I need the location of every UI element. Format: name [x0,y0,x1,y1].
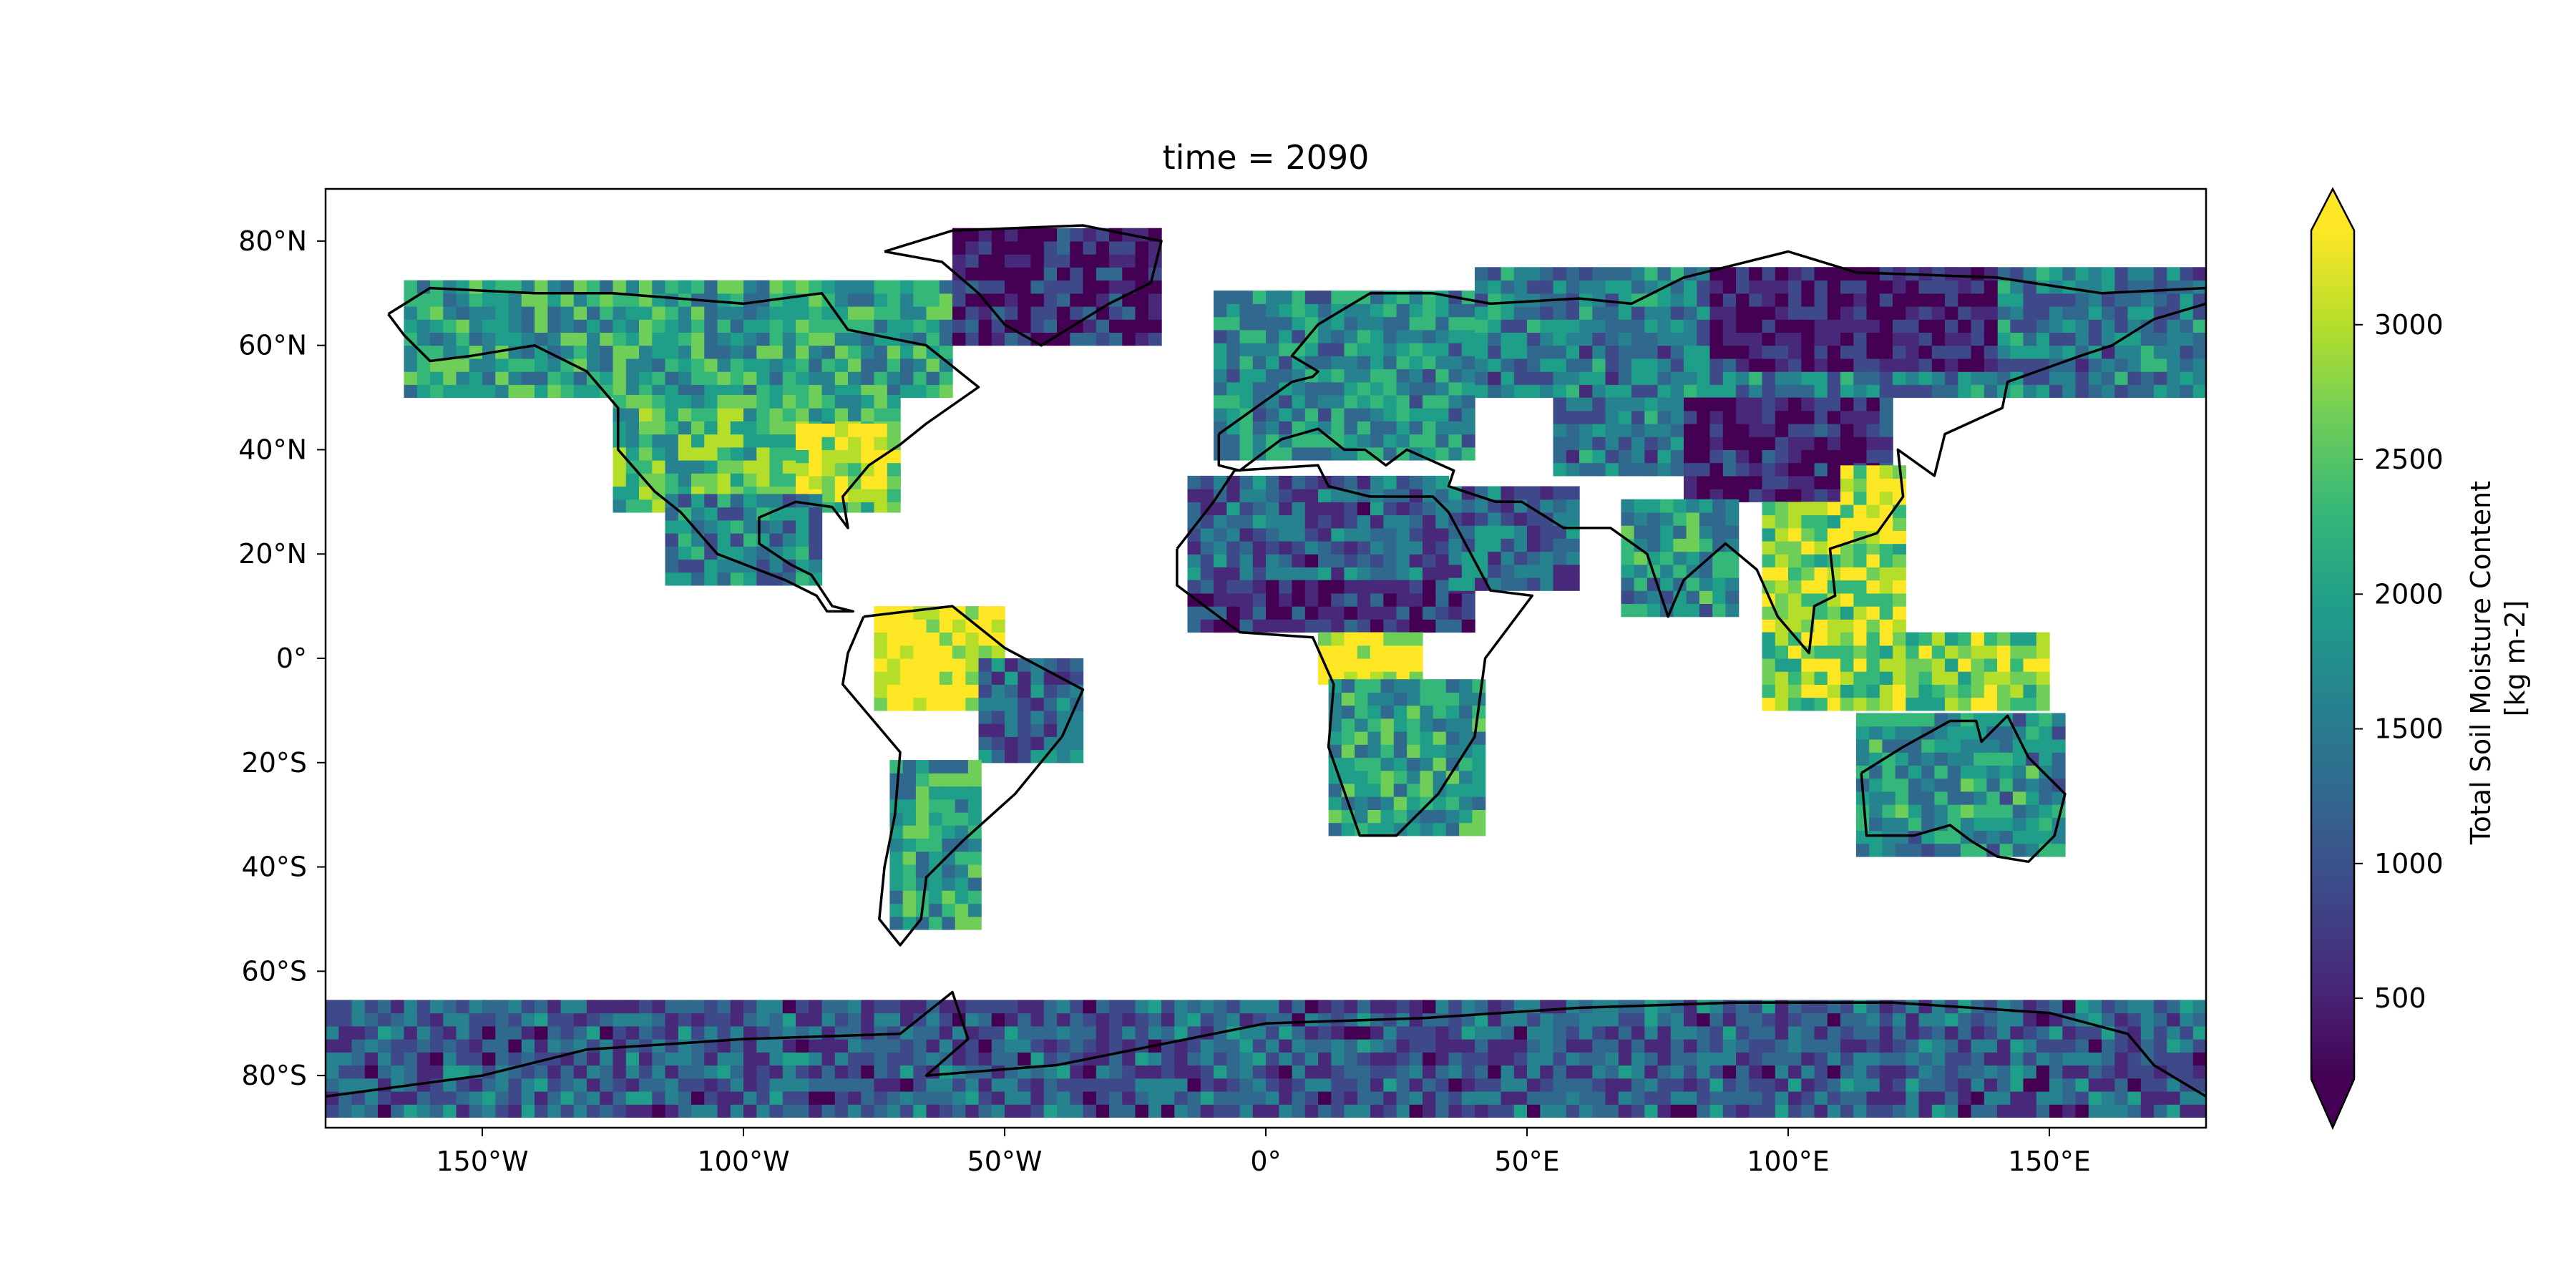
x-tick-label: 0° [1250,1146,1281,1177]
colorbar-tick-label: 500 [2374,982,2426,1014]
colorbar-extend-max [2311,189,2354,230]
region-mexico [665,494,823,586]
latitude-axis: 80°N 60°N 40°N 20°N 0° 20°S 40°S 60°S 80°S [238,225,326,1091]
colorbar-label-line2: [kg m-2] [2499,600,2531,717]
y-tick-label: 20°S [242,747,307,779]
region-europe [1214,291,1475,461]
map-plot-area [324,187,2207,1129]
region-east-china [1840,465,1906,545]
colorbar-label-line1: Total Soil Moisture Content [2465,481,2497,845]
region-sahara [1187,475,1450,581]
map-title: time = 2090 [1163,138,1370,177]
region-arabia [1448,486,1580,591]
y-tick-label: 0° [276,643,307,674]
eurasia-coast [1217,250,2206,655]
africa-eurasia-coast [1176,464,1534,837]
region-brazil-east [978,658,1084,763]
soil-moisture-field [326,228,2206,1118]
region-north-america-boreal [404,280,953,399]
north-america-coast [387,286,980,613]
region-australia [1855,713,2066,857]
y-tick-label: 60°S [242,955,307,987]
australia-coast [1860,714,2067,864]
colorbar-tick-label: 1000 [2374,848,2444,879]
colorbar: 500 1000 1500 2000 2500 3000 Total Soil Moist… [2310,187,2531,1131]
colorbar-outline [2310,187,2356,1131]
x-tick-label: 50°W [967,1146,1043,1177]
region-india [1621,499,1740,618]
y-tick-label: 40°S [242,852,307,883]
colorbar-ticks: 500 1000 1500 2000 2500 3000 [2354,309,2444,1014]
colorbar-tick-label: 3000 [2374,309,2444,341]
y-tick-label: 40°N [238,434,307,465]
y-tick-label: 60°N [238,330,307,361]
colorbar-extend-min [2311,1079,2354,1128]
south-america-coast [841,605,1085,947]
region-siberia-east-dry [1709,267,1998,372]
x-tick-label: 100°W [697,1146,789,1177]
longitude-axis: 150°W 100°W 50°W 0° 50°E 100°E 150°E [436,1128,2091,1177]
y-tick-label: 80°N [238,225,307,257]
colorbar-tick-label: 2000 [2374,578,2444,610]
greenland-coast [884,224,1163,347]
colorbar-tick-label: 1500 [2374,713,2444,745]
y-tick-label: 20°N [238,538,307,570]
x-tick-label: 150°W [436,1146,528,1177]
y-tick-label: 80°S [242,1060,307,1091]
antarctica-coast [326,990,2206,1098]
x-tick-label: 150°E [2008,1146,2091,1177]
region-southern-africa [1328,679,1486,836]
x-tick-label: 100°E [1747,1146,1830,1177]
region-antarctica-edge [326,1000,2206,1118]
x-tick-label: 50°E [1494,1146,1559,1177]
coastlines [326,224,2206,1098]
region-greenland-edge [952,228,1162,346]
colorbar-label: Total Soil Moisture Content [kg m-2] [2465,472,2531,845]
region-congo [1318,632,1423,685]
colorbar-tick-label: 2500 [2374,444,2444,475]
colorbar-scale [2311,230,2354,1079]
region-indonesia [1762,632,2050,711]
region-south-america-south [889,760,982,930]
